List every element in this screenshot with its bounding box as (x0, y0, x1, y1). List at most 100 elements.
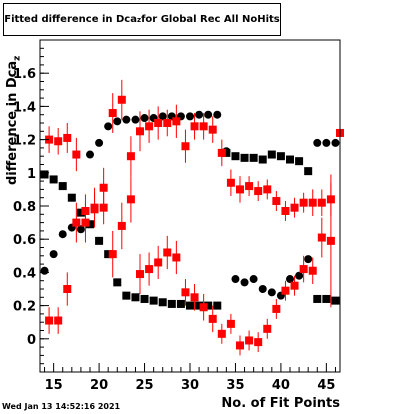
y-tick-label: 0 (27, 333, 36, 348)
data-point (190, 293, 199, 302)
data-point (49, 175, 58, 184)
data-point (308, 198, 317, 207)
data-point (195, 110, 204, 119)
data-point (149, 296, 158, 305)
data-point (236, 185, 244, 194)
y-tick-label: 1.6 (13, 67, 36, 82)
data-point (113, 117, 122, 126)
y-axis-label: difference in Dcaz (5, 56, 23, 185)
data-point (317, 233, 326, 242)
data-point (181, 142, 190, 151)
y-tick-label: 0.8 (13, 200, 36, 215)
y-tick-label: 0.4 (13, 266, 36, 281)
data-point (113, 278, 122, 287)
data-point (208, 125, 217, 134)
data-point (245, 336, 254, 345)
data-point (95, 236, 104, 245)
data-point (108, 250, 117, 259)
data-point (131, 115, 140, 124)
data-point (86, 150, 94, 159)
data-point (163, 248, 172, 257)
data-point (45, 316, 54, 325)
data-point (63, 285, 72, 293)
data-point (213, 301, 222, 310)
data-point (145, 265, 154, 274)
data-point (276, 152, 285, 161)
data-point (90, 203, 99, 212)
data-point (204, 110, 213, 119)
data-point (54, 137, 63, 146)
data-point (254, 338, 263, 347)
data-point (258, 285, 267, 293)
data-point (76, 225, 85, 234)
data-point (104, 250, 113, 259)
data-point (136, 127, 144, 136)
data-point (126, 152, 135, 161)
data-point (304, 255, 313, 264)
data-point (263, 324, 272, 333)
series-0 (40, 110, 340, 300)
data-point (49, 250, 58, 259)
data-point (281, 206, 290, 215)
data-point (86, 220, 94, 229)
data-point (245, 182, 254, 191)
data-point (108, 109, 117, 118)
data-point (267, 288, 276, 297)
x-tick-label: 25 (135, 378, 153, 393)
y-tick-label: 0.2 (13, 300, 36, 315)
data-point (299, 265, 308, 274)
y-tick-label: 1 (27, 167, 36, 182)
data-point (58, 182, 67, 191)
data-point (213, 110, 222, 119)
title-prefix: Fitted difference in Dca (4, 14, 137, 25)
data-point (299, 198, 308, 207)
data-point (117, 221, 126, 230)
data-point (263, 185, 272, 194)
data-point (281, 286, 290, 295)
data-point (272, 197, 281, 206)
data-point (290, 281, 299, 290)
data-point (231, 152, 240, 161)
data-point (167, 299, 176, 308)
data-point (67, 193, 76, 202)
data-point (199, 122, 208, 131)
title-subscript: z (136, 15, 142, 24)
y-axis-label-main: difference in Dca (5, 60, 20, 185)
y-tick-label: 1.4 (13, 100, 36, 115)
data-point (199, 303, 208, 312)
data-point (126, 195, 135, 204)
data-point (40, 266, 49, 275)
data-point (81, 218, 90, 227)
data-point (331, 138, 340, 147)
data-point (240, 153, 249, 162)
data-point (286, 155, 294, 164)
data-point (172, 253, 181, 262)
data-point (176, 299, 185, 308)
series-3 (45, 167, 335, 356)
data-point (322, 294, 331, 303)
x-tick-label: 35 (226, 378, 244, 393)
data-point (172, 117, 181, 126)
chart-title: Fitted difference in Dca z for Global Rec… (3, 3, 281, 36)
data-point (313, 138, 322, 147)
data-point (40, 170, 49, 179)
data-point (317, 198, 326, 207)
data-point (195, 301, 204, 310)
data-point (208, 314, 217, 323)
data-point (186, 112, 194, 121)
data-point (63, 133, 72, 142)
data-point (190, 122, 199, 131)
data-point (217, 148, 226, 157)
data-point (45, 135, 54, 144)
x-axis-label: No. of Fit Points (221, 396, 340, 411)
data-point (54, 316, 63, 325)
y-tick-label: 0.6 (13, 233, 36, 248)
data-point (249, 275, 258, 284)
data-point (236, 341, 244, 350)
data-point (76, 208, 85, 217)
data-point (286, 275, 294, 284)
series-1 (40, 148, 340, 310)
data-point (308, 266, 317, 275)
data-point (58, 230, 67, 239)
data-point (163, 119, 172, 127)
